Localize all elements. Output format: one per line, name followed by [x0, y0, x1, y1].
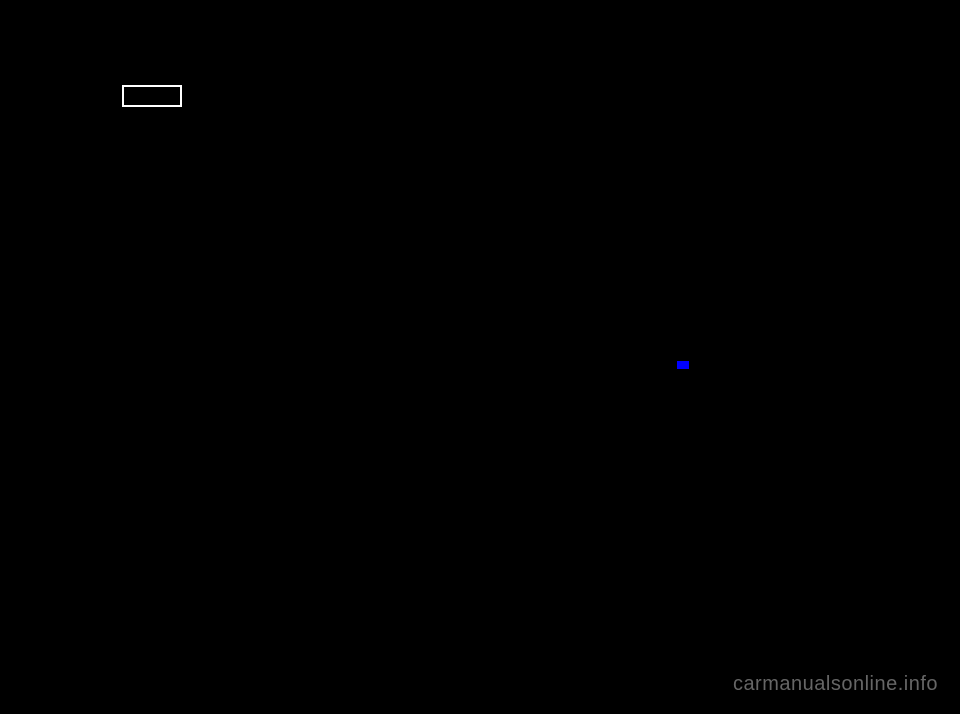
blue-marker	[677, 361, 689, 369]
watermark-text: carmanualsonline.info	[733, 673, 938, 696]
outline-rectangle	[122, 85, 182, 107]
